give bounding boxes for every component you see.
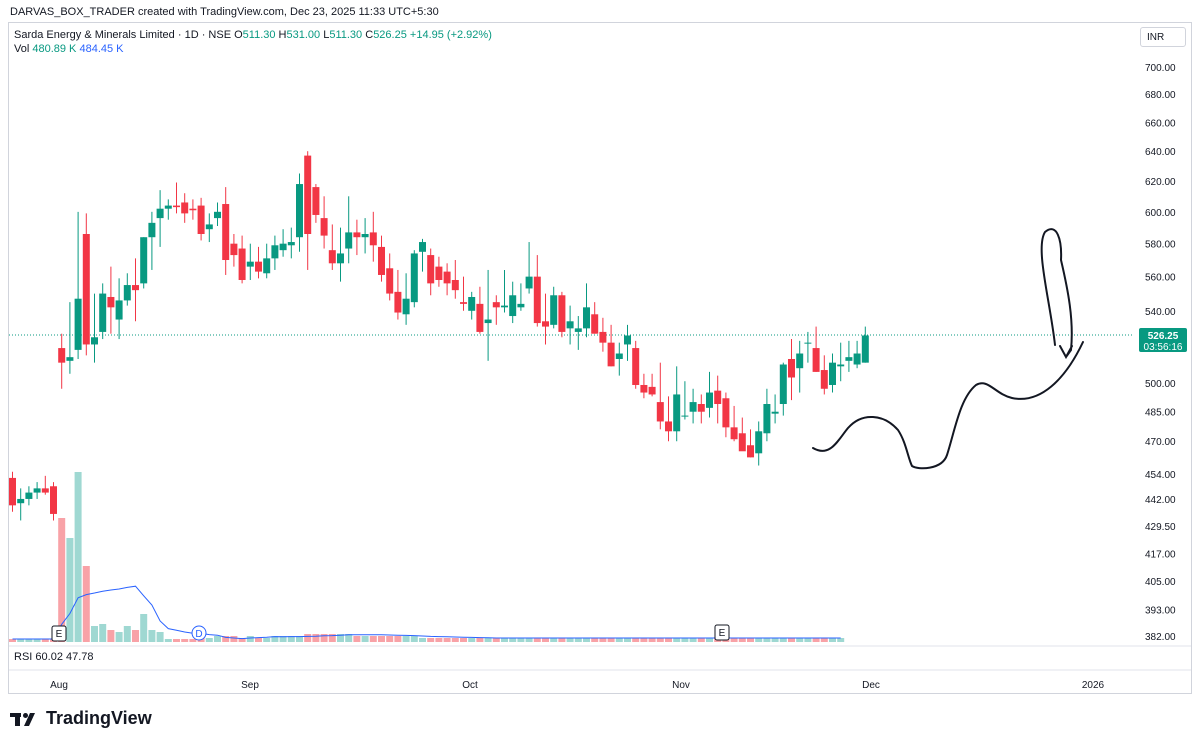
legend-volume-row: Vol 480.89 K 484.45 K bbox=[14, 42, 492, 56]
chart-legend: Sarda Energy & Minerals Limited · 1D · N… bbox=[14, 28, 492, 56]
legend-h-value: 531.00 bbox=[286, 29, 321, 41]
legend-o-label: O bbox=[234, 29, 243, 41]
legend-o-value: 511.30 bbox=[242, 29, 276, 41]
legend-vol-value2: 484.45 K bbox=[79, 43, 124, 55]
rsi-value1: 60.02 bbox=[35, 651, 63, 663]
chart-frame bbox=[8, 22, 1192, 694]
rsi-value2: 47.78 bbox=[66, 651, 94, 663]
tradingview-logo[interactable]: TradingView bbox=[10, 708, 152, 729]
legend-l-label: L bbox=[323, 29, 330, 41]
legend-main-row: Sarda Energy & Minerals Limited · 1D · N… bbox=[14, 28, 492, 42]
currency-button[interactable]: INR bbox=[1140, 27, 1186, 47]
legend-l-value: 511.30 bbox=[329, 29, 363, 41]
rsi-legend: RSI 60.02 47.78 bbox=[14, 651, 94, 663]
legend-vol-value1: 480.89 K bbox=[32, 43, 77, 55]
legend-c-value: 526.25 bbox=[373, 29, 407, 41]
tradingview-logo-icon bbox=[10, 712, 35, 726]
chart-caption: DARVAS_BOX_TRADER created with TradingVi… bbox=[10, 6, 439, 18]
rsi-label: RSI bbox=[14, 651, 33, 663]
tradingview-brand: TradingView bbox=[46, 708, 152, 728]
legend-vol-label: Vol bbox=[14, 43, 30, 55]
legend-c-label: C bbox=[365, 29, 374, 41]
legend-title: Sarda Energy & Minerals Limited · 1D · N… bbox=[14, 29, 232, 41]
legend-h-label: H bbox=[278, 29, 287, 41]
legend-change: +14.95 (+2.92%) bbox=[409, 29, 492, 41]
